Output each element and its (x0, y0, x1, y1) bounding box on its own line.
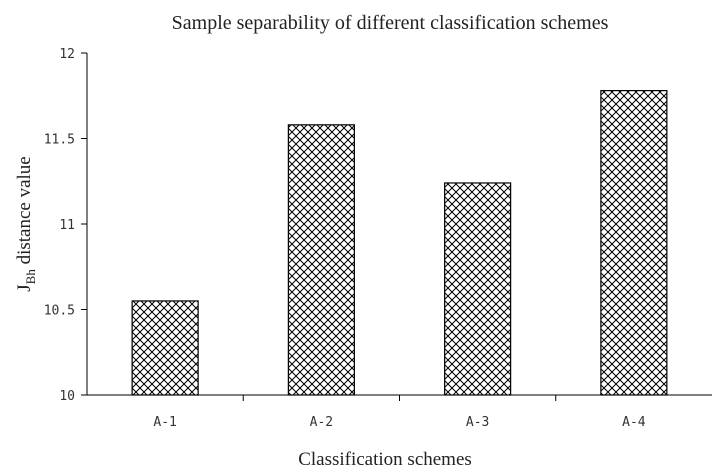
x-tick-label: A-4 (622, 415, 646, 430)
y-tick-label: 10 (59, 389, 75, 404)
x-axis-label: Classification schemes (298, 449, 472, 470)
x-tick-label: A-1 (153, 415, 176, 430)
y-tick-label: 12 (59, 47, 75, 62)
y-axis-label-subscript: Bh (23, 269, 38, 285)
plot-area: 10 10.5 11 11.5 12 A-1 A-2 A-3 A-4 (44, 47, 712, 430)
chart-title: Sample separability of different classif… (172, 12, 609, 34)
y-axis-label-j: J (14, 284, 35, 291)
y-axis-label: JBh distance value (14, 156, 38, 291)
x-tick-label: A-3 (466, 415, 489, 430)
y-axis-label-rest: distance value (14, 156, 35, 269)
bar-a-4 (600, 90, 668, 396)
x-tick-label: A-2 (310, 415, 333, 430)
bar-a-3 (444, 182, 512, 396)
bar-a-1 (131, 300, 199, 396)
y-tick-label: 11 (59, 218, 75, 233)
y-tick-label: 10.5 (44, 304, 75, 319)
y-tick-label: 11.5 (44, 133, 75, 148)
bar-a-2 (287, 124, 355, 396)
